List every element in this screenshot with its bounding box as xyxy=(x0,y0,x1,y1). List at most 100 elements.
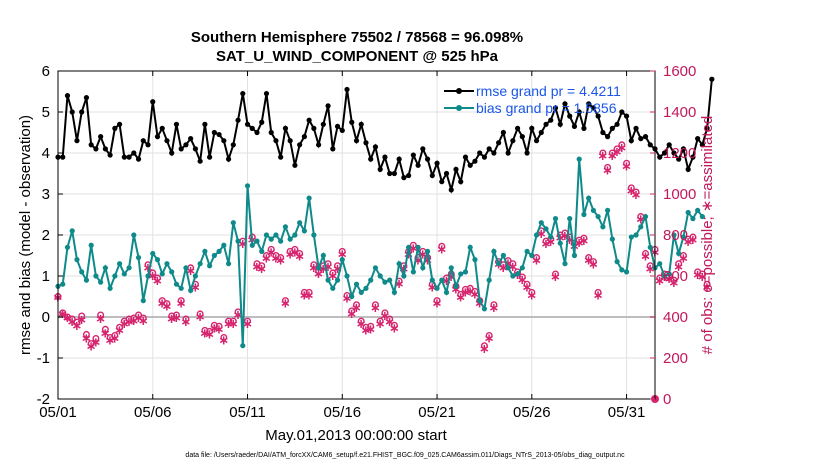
obs-possible-point xyxy=(433,297,441,305)
rmse-point xyxy=(496,140,502,146)
rmse-point xyxy=(628,138,634,144)
bias-point xyxy=(358,289,364,295)
rmse-point xyxy=(278,154,284,160)
obs-assimilated-point: ∗ xyxy=(337,247,348,262)
obs-assimilated-point: ∗ xyxy=(313,267,324,282)
rmse-point xyxy=(453,166,459,172)
rmse-point xyxy=(676,156,682,162)
bias-point xyxy=(401,273,407,279)
bias-point xyxy=(429,277,435,283)
rmse-point xyxy=(64,93,71,99)
bias-point xyxy=(221,242,227,248)
rmse-point xyxy=(685,166,691,172)
y2-tick-label: 1000 xyxy=(663,186,696,203)
bias-point xyxy=(695,207,701,213)
obs-possible-point xyxy=(149,269,157,277)
bias-point xyxy=(557,240,563,246)
rmse-point xyxy=(259,119,265,125)
obs-assimilated-point: ∗ xyxy=(370,301,381,316)
bias-point xyxy=(297,220,303,226)
bias-point xyxy=(69,228,75,234)
obs-assimilated-point: ∗ xyxy=(451,282,462,297)
obs-assimilated-point: ∗ xyxy=(138,314,149,329)
y-tick-label: 4 xyxy=(42,145,50,162)
rmse-point xyxy=(372,144,379,150)
obs-assimilated-point: ∗ xyxy=(332,262,343,277)
chart-title: Southern Hemisphere 75502 / 78568 = 96.0… xyxy=(191,29,523,46)
rmse-point xyxy=(240,90,246,97)
obs-assimilated-point: ∗ xyxy=(526,288,537,303)
rmse-point xyxy=(543,121,549,127)
obs-assimilated-point: ∗ xyxy=(673,260,684,275)
obs-assimilated-point: ∗ xyxy=(507,260,518,275)
obs-possible-point xyxy=(220,334,228,342)
obs-possible-point xyxy=(244,317,252,325)
rmse-point xyxy=(216,131,222,138)
rmse-point xyxy=(605,134,611,140)
bias-point xyxy=(396,261,402,267)
obs-possible-point xyxy=(329,269,337,277)
rmse-point xyxy=(188,136,194,142)
obs-assimilated-point: ∗ xyxy=(602,163,613,178)
rmse-point xyxy=(368,156,374,162)
obs-possible-point xyxy=(291,245,299,253)
rmse-point xyxy=(230,142,236,148)
series-bias xyxy=(55,156,705,349)
y2-tick-label: 600 xyxy=(663,268,688,285)
bias-point xyxy=(439,277,445,283)
obs-assimilated-point: ∗ xyxy=(342,292,353,307)
rmse-point xyxy=(173,121,180,127)
obs-assimilated-point: ∗ xyxy=(474,297,485,312)
bias-point xyxy=(623,269,630,275)
bias-point xyxy=(159,271,165,277)
rmse-point xyxy=(334,123,341,129)
rmse-point xyxy=(83,95,90,101)
rmse-point xyxy=(396,156,402,162)
bias-point xyxy=(491,248,497,254)
bias-point xyxy=(477,298,483,304)
bias-point xyxy=(282,224,289,230)
y-tick-label: 6 xyxy=(42,63,50,80)
obs-possible-point xyxy=(262,251,270,259)
rmse-point xyxy=(510,138,516,144)
bias-point xyxy=(102,265,108,271)
rmse-point xyxy=(387,170,393,177)
bias-point xyxy=(202,248,208,254)
rmse-point xyxy=(292,162,298,168)
obs-assimilated-point: ∗ xyxy=(692,268,703,283)
obs-possible-point xyxy=(585,254,593,262)
bias-point xyxy=(211,252,217,259)
rmse-point xyxy=(562,101,568,107)
obs-assimilated-point: ∗ xyxy=(318,262,329,277)
bias-point xyxy=(462,269,469,275)
bias-point xyxy=(292,232,298,238)
rmse-point xyxy=(533,138,540,144)
obs-assimilated-point: ∗ xyxy=(171,311,182,326)
obs-assimilated-point: ∗ xyxy=(280,297,291,312)
obs-assimilated-point: ∗ xyxy=(408,241,419,256)
y-tick-label: 3 xyxy=(42,186,50,203)
obs-assimilated-point: ∗ xyxy=(147,269,158,284)
x-tick-label: 05/26 xyxy=(513,404,551,421)
rmse-point xyxy=(74,138,80,144)
obs-assimilated-point: ∗ xyxy=(299,288,310,303)
rmse-point xyxy=(311,125,317,131)
rmse-point xyxy=(116,121,123,127)
rmse-point xyxy=(382,154,388,160)
rmse-point xyxy=(202,121,208,127)
obs-assimilated-point: ∗ xyxy=(76,313,87,328)
rmse-point xyxy=(548,117,554,123)
data-file-footer: data file: /Users/raeder/DAI/ATM_forcXX/… xyxy=(185,452,625,459)
obs-possible-point xyxy=(480,342,488,350)
obs-possible-point xyxy=(642,249,650,257)
rmse-point xyxy=(448,187,454,193)
bias-point xyxy=(126,265,132,271)
obs-assimilated-point: ∗ xyxy=(465,284,476,299)
rmse-point xyxy=(690,154,696,160)
obs-possible-point xyxy=(87,340,95,348)
rmse-point xyxy=(424,156,431,162)
x-tick-label: 05/31 xyxy=(608,404,646,421)
bias-point xyxy=(406,244,412,250)
obs-possible-point xyxy=(101,325,109,333)
rmse-point xyxy=(315,142,322,148)
